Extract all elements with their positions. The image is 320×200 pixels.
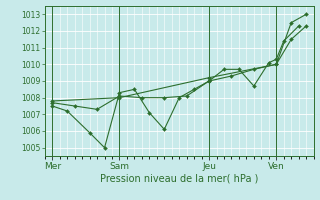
X-axis label: Pression niveau de la mer( hPa ): Pression niveau de la mer( hPa ) (100, 173, 258, 183)
